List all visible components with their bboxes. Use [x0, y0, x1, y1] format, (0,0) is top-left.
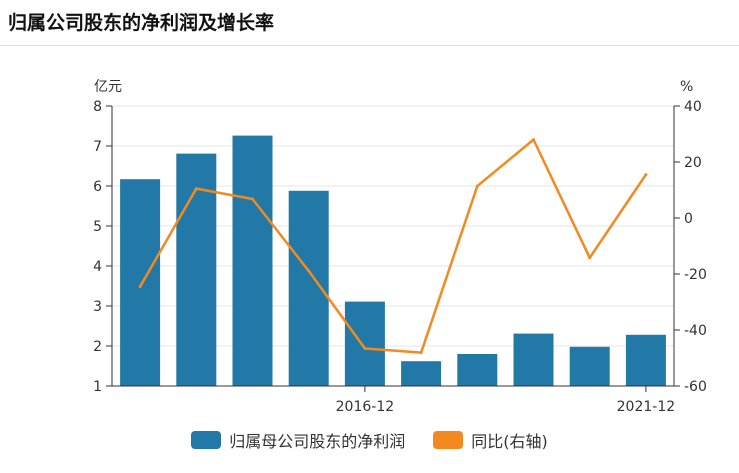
right-tick-label: -40: [684, 323, 707, 339]
bar: [120, 179, 161, 386]
right-tick-label: 0: [684, 211, 693, 227]
legend: 归属母公司股东的净利润 同比(右轴): [0, 428, 739, 452]
left-axis-unit: 亿元: [94, 79, 122, 95]
bar: [625, 334, 666, 386]
bar: [344, 301, 385, 386]
right-tick-label: -20: [684, 267, 707, 283]
legend-swatch-bar: [191, 431, 222, 449]
x-tick-label: 2021-12: [617, 399, 676, 415]
legend-label-net-profit: 归属母公司股东的净利润: [229, 432, 406, 451]
yoy-point: [194, 187, 198, 191]
bar: [232, 135, 273, 386]
left-tick-label: 2: [93, 339, 102, 355]
chart-title: 归属公司股东的净利润及增长率: [8, 12, 275, 34]
right-tick-label: -60: [684, 379, 707, 395]
x-tick-label: 2016-12: [336, 399, 395, 415]
left-tick-label: 3: [93, 299, 102, 315]
legend-label-yoy: 同比(右轴): [471, 432, 548, 451]
bar-series: [120, 135, 666, 386]
yoy-line: [139, 138, 647, 354]
legend-item-net-profit[interactable]: 归属母公司股东的净利润: [191, 428, 405, 452]
bar: [457, 354, 498, 386]
bar: [569, 346, 610, 386]
yoy-point: [419, 351, 423, 355]
legend-item-yoy[interactable]: 同比(右轴): [433, 428, 548, 452]
axes: 1 2 3 4 5 6 7 8 -60 -40 -20 0 20 40 2016-12 2021-12: [93, 99, 707, 415]
bar: [176, 153, 217, 386]
line-series: [138, 138, 648, 355]
bar: [513, 333, 554, 386]
yoy-point: [588, 256, 592, 260]
right-tick-label: 20: [684, 155, 702, 171]
left-tick-label: 6: [93, 179, 102, 195]
yoy-point: [307, 269, 311, 273]
left-tick-label: 4: [93, 259, 102, 275]
title-divider: [0, 45, 739, 46]
yoy-point: [475, 184, 479, 188]
yoy-point: [138, 285, 142, 289]
yoy-point: [363, 346, 367, 350]
right-axis-unit: %: [680, 79, 693, 95]
left-tick-label: 5: [93, 219, 102, 235]
yoy-point: [532, 138, 535, 142]
left-tick-label: 8: [93, 99, 102, 115]
left-tick-label: 1: [93, 379, 102, 395]
right-tick-label: 40: [684, 99, 702, 115]
yoy-point: [251, 197, 254, 201]
left-tick-label: 7: [93, 139, 102, 155]
bar: [401, 361, 442, 386]
yoy-point: [644, 173, 648, 177]
legend-swatch-line: [433, 431, 464, 449]
